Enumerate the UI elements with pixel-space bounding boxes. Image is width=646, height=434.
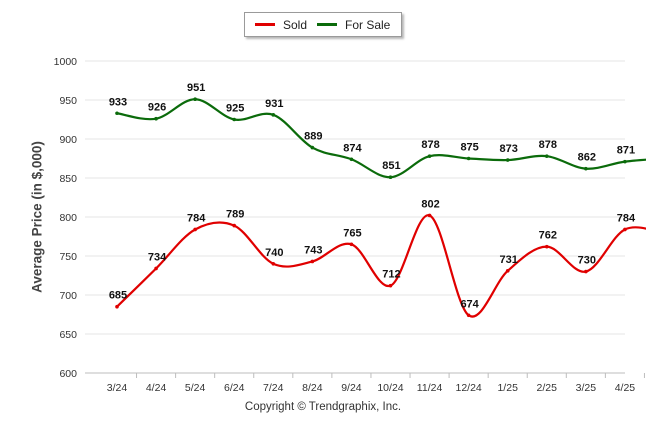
- data-point-for-sale: [388, 175, 393, 180]
- data-label-for-sale: 951: [187, 82, 205, 94]
- data-point-sold: [466, 313, 471, 318]
- data-point-sold: [505, 269, 510, 273]
- data-label-sold: 712: [382, 269, 400, 281]
- legend: Sold For Sale: [244, 12, 402, 37]
- data-label-sold: 765: [343, 227, 361, 239]
- data-label-sold: 731: [500, 254, 518, 266]
- data-label-sold: 685: [109, 290, 127, 302]
- data-point-for-sale: [271, 113, 276, 117]
- x-tick-label: 8/24: [302, 382, 323, 394]
- x-tick-label: 3/25: [576, 382, 597, 394]
- data-label-sold: 734: [148, 251, 167, 263]
- data-point-sold: [544, 244, 549, 249]
- legend-label-for-sale: For Sale: [345, 17, 391, 32]
- data-point-for-sale: [466, 156, 471, 161]
- y-tick-label: 750: [59, 251, 77, 263]
- data-label-sold: 743: [304, 244, 322, 256]
- x-tick-label: 4/24: [146, 382, 167, 394]
- data-label-sold: 784: [187, 212, 206, 224]
- data-label-for-sale: 925: [226, 103, 244, 115]
- data-point-sold: [623, 227, 627, 232]
- data-point-for-sale: [310, 145, 315, 150]
- y-tick-label: 850: [59, 173, 77, 185]
- data-label-for-sale: 878: [421, 139, 439, 151]
- y-tick-label: 900: [59, 134, 77, 146]
- data-label-sold: 674: [460, 298, 479, 310]
- y-tick-label: 800: [59, 212, 77, 224]
- data-label-for-sale: 878: [539, 139, 557, 151]
- y-tick-label: 950: [59, 95, 77, 107]
- data-label-sold: 789: [226, 209, 244, 221]
- x-tick-label: 2/25: [537, 382, 558, 394]
- legend-item-for-sale[interactable]: For Sale: [317, 13, 390, 36]
- legend-label-sold: Sold: [283, 17, 308, 32]
- data-label-for-sale: 851: [382, 160, 400, 172]
- data-label-for-sale: 889: [304, 131, 322, 143]
- legend-swatch-for-sale: [317, 23, 337, 26]
- data-point-for-sale: [193, 97, 197, 102]
- x-tick-label: 6/24: [224, 382, 245, 394]
- data-label-sold: 762: [539, 230, 557, 242]
- y-tick-label: 650: [59, 329, 77, 341]
- data-point-for-sale: [427, 154, 432, 158]
- data-point-sold: [584, 269, 588, 274]
- data-point-sold: [154, 266, 158, 271]
- x-tick-label: 7/24: [263, 382, 284, 394]
- x-tick-label: 5/24: [185, 382, 206, 394]
- data-point-sold: [115, 304, 119, 309]
- data-point-for-sale: [154, 116, 158, 121]
- y-tick-label: 600: [59, 368, 77, 380]
- data-label-for-sale: 931: [265, 98, 283, 110]
- y-axis-label: Average Price (in $,000): [29, 141, 45, 293]
- x-tick-label: 1/25: [497, 382, 518, 394]
- data-point-sold: [427, 213, 432, 218]
- series-line-sold: [116, 214, 646, 318]
- data-point-for-sale: [584, 166, 588, 171]
- x-tick-label: 9/24: [341, 382, 362, 394]
- data-point-sold: [310, 259, 315, 264]
- data-label-sold: 802: [421, 198, 439, 210]
- data-label-for-sale: 873: [500, 143, 518, 155]
- data-label-for-sale: 926: [148, 102, 166, 114]
- data-label-sold: 784: [617, 212, 636, 224]
- data-point-for-sale: [115, 111, 119, 116]
- data-label-sold: 730: [578, 255, 596, 267]
- data-label-sold: 740: [265, 247, 283, 259]
- data-point-for-sale: [623, 159, 627, 164]
- data-point-sold: [388, 283, 393, 288]
- data-label-for-sale: 871: [617, 145, 635, 157]
- x-tick-label: 4/25: [615, 382, 636, 394]
- x-tick-label: 12/24: [455, 382, 481, 394]
- data-point-sold: [349, 242, 354, 247]
- data-point-sold: [271, 262, 276, 266]
- data-point-for-sale: [544, 154, 549, 158]
- data-label-for-sale: 874: [343, 142, 362, 154]
- x-tick-label: 10/24: [377, 382, 403, 394]
- data-point-for-sale: [232, 117, 237, 122]
- copyright-text: Copyright © Trendgraphix, Inc.: [244, 401, 402, 413]
- data-point-for-sale: [349, 157, 354, 162]
- data-label-for-sale: 875: [460, 142, 478, 154]
- data-label-for-sale: 862: [578, 152, 596, 164]
- x-tick-label: 11/24: [417, 382, 443, 394]
- data-point-sold: [232, 223, 237, 228]
- data-point-sold: [193, 227, 197, 232]
- data-point-for-sale: [505, 158, 510, 162]
- x-tick-label: 3/24: [107, 382, 128, 394]
- y-tick-label: 1000: [54, 56, 78, 68]
- legend-swatch-sold: [255, 23, 275, 26]
- y-tick-label: 700: [59, 290, 77, 302]
- data-label-for-sale: 933: [109, 96, 127, 108]
- legend-item-sold[interactable]: Sold: [255, 13, 307, 36]
